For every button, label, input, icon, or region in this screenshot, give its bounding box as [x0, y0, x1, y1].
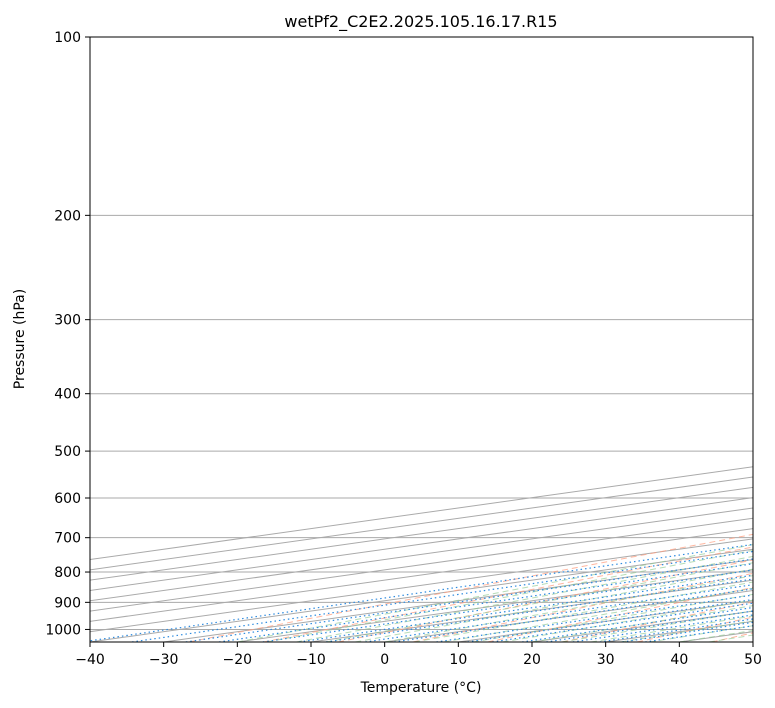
isotherm-line	[90, 497, 753, 591]
mixing-ratio-line	[394, 588, 753, 642]
plot-frame	[89, 36, 754, 643]
y-axis-label: Pressure (hPa)	[12, 289, 28, 389]
chart-title: wetPf2_C2E2.2025.105.16.17.R15	[284, 12, 557, 32]
isotherm-line	[90, 476, 753, 571]
x-tick-label: 40	[670, 652, 688, 668]
mixing-ratio-line	[522, 606, 753, 642]
x-tick-label: −30	[149, 652, 179, 668]
x-tick-label: 20	[523, 652, 541, 668]
y-tick-label: 800	[54, 565, 81, 581]
x-tick-label: 50	[744, 652, 762, 668]
axes: −40 −30 −20 −10 0 10 20 30 40 50 100 200 300 400 500 60…	[45, 30, 762, 668]
y-tick-label: 200	[54, 208, 81, 224]
plot-area: 0.10.20.40.611.52346810131620253036-100-…	[90, 37, 753, 642]
moist-adiabat-line	[355, 568, 753, 642]
y-tick-label: 900	[54, 595, 81, 611]
mixing-ratio-line	[492, 602, 753, 642]
x-tick-label: 10	[449, 652, 467, 668]
y-tick-label: 100	[54, 30, 81, 46]
y-tick-label: 600	[54, 491, 81, 507]
isotherm-line	[90, 507, 753, 602]
mixing-ratio-line	[467, 598, 753, 642]
y-tick-label: 400	[54, 387, 81, 403]
x-tick-label: 30	[597, 652, 615, 668]
x-axis-label: Temperature (°C)	[360, 680, 482, 696]
moist-adiabat-line	[325, 562, 753, 642]
y-tick-label: 500	[54, 444, 81, 460]
isotherm-line	[90, 528, 753, 622]
x-tick-label: 0	[380, 652, 389, 668]
moist-adiabat-line	[414, 581, 753, 642]
y-tick-label: 300	[54, 313, 81, 329]
y-tick-label: 700	[54, 531, 81, 547]
y-tick-label: 1000	[45, 622, 81, 638]
isotherm-line	[90, 538, 753, 633]
mixing-ratio-line	[436, 594, 753, 642]
isotherm-line	[90, 486, 753, 581]
isotherm-line	[90, 466, 753, 561]
moist-adiabat-line	[473, 593, 753, 642]
isotherm-line	[90, 517, 753, 612]
x-tick-label: −20	[223, 652, 253, 668]
x-tick-label: −40	[75, 652, 105, 668]
x-tick-label: −10	[296, 652, 326, 668]
mixing-ratio-line	[90, 543, 753, 642]
